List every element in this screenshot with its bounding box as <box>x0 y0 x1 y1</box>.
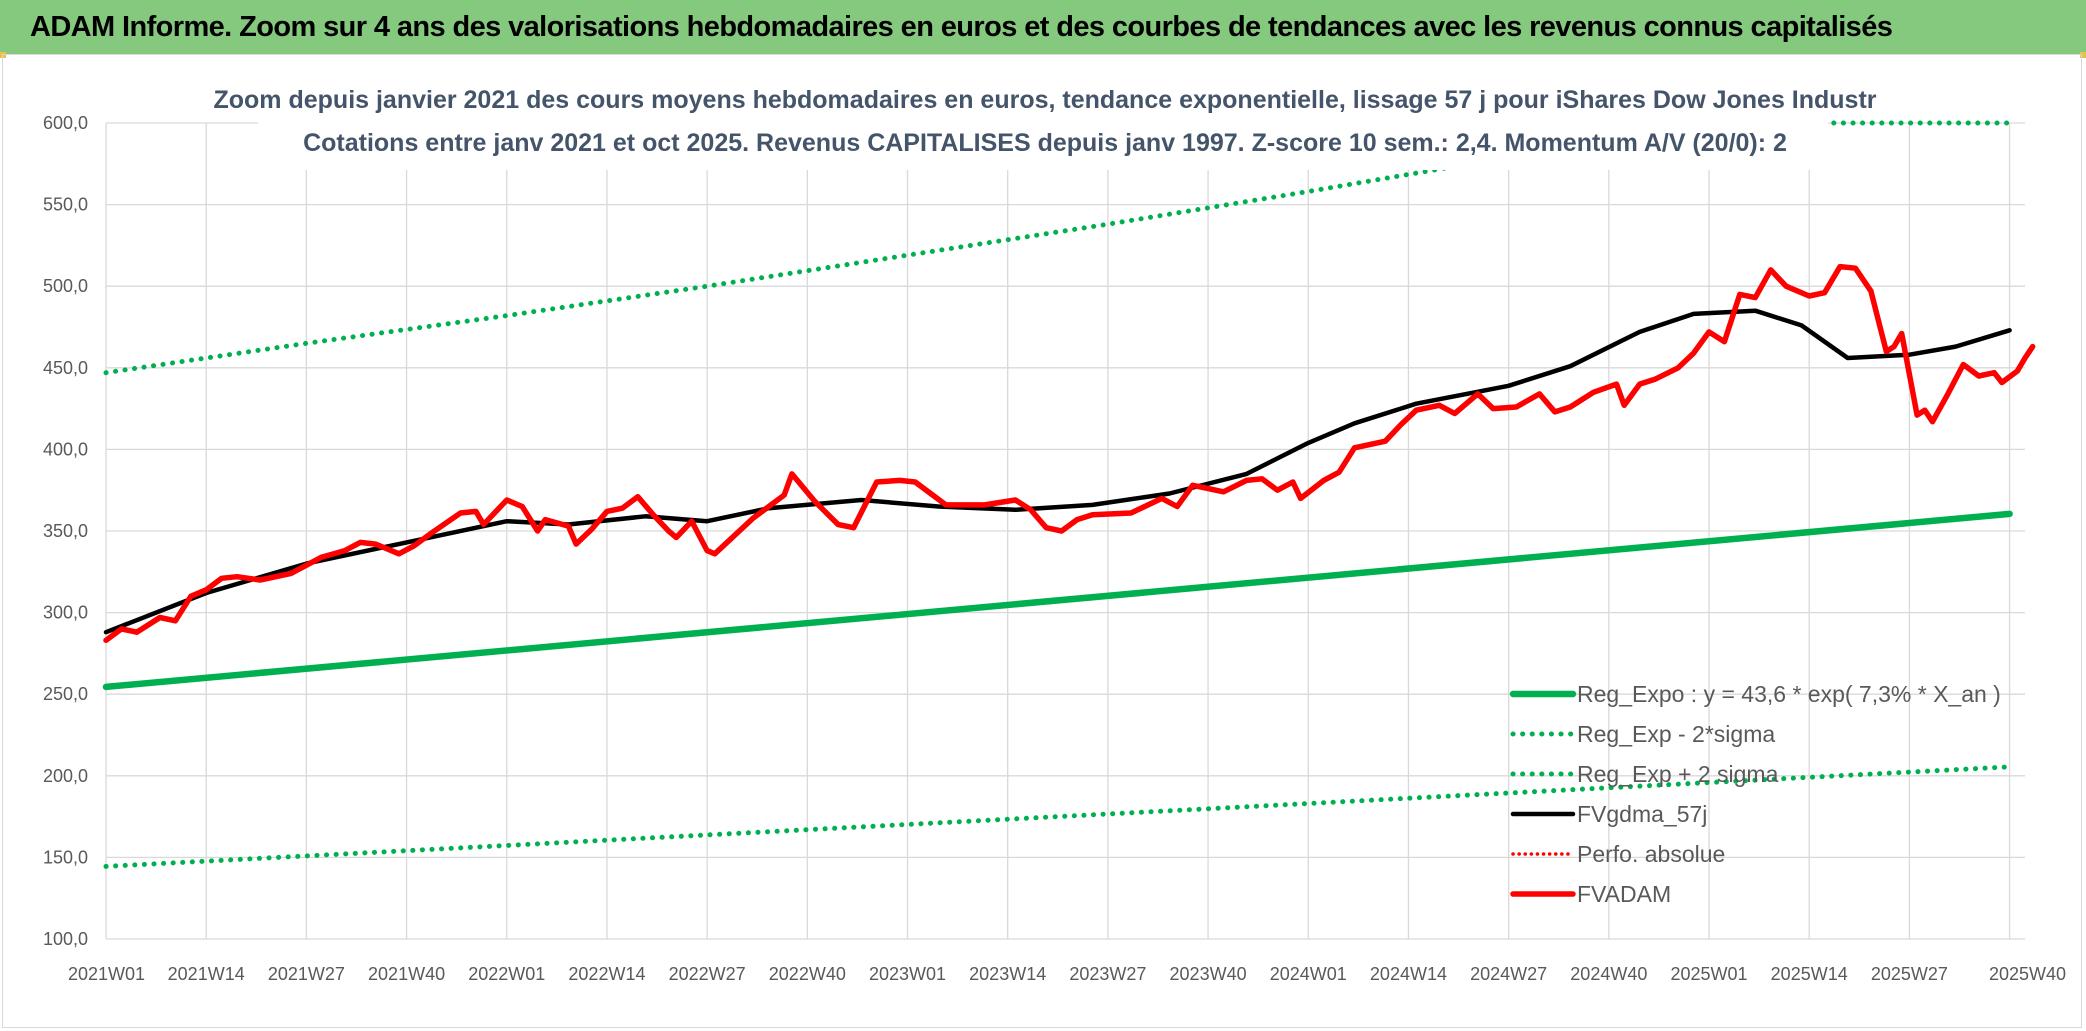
x-tick-label: 2024W14 <box>1370 964 1447 984</box>
legend-label: Reg_Exp - 2*sigma <box>1577 721 1775 747</box>
x-tick-label: 2022W14 <box>568 964 645 984</box>
y-tick-label: 450,0 <box>43 358 88 378</box>
y-tick-label: 200,0 <box>43 766 88 786</box>
x-tick-label: 2023W01 <box>869 964 946 984</box>
legend-reg-expo: Reg_Expo : y = 43,6 * exp( 7,3% * X_an ) <box>1509 681 2001 707</box>
legend-label: FVADAM <box>1577 881 1671 907</box>
y-tick-label: 500,0 <box>43 276 88 296</box>
x-tick-label: 2025W01 <box>1670 964 1747 984</box>
y-tick-label: 600,0 <box>43 113 88 133</box>
x-tick-label: 2022W40 <box>769 964 846 984</box>
series-layer <box>102 120 2036 869</box>
x-gridlines <box>105 123 2011 939</box>
report-banner: ADAM Informe. Zoom sur 4 ans des valoris… <box>0 0 2086 54</box>
x-tick-label: 2024W40 <box>1570 964 1647 984</box>
y-tick-label: 400,0 <box>43 439 88 459</box>
banner-corner-right <box>2080 52 2086 58</box>
y-tick-label: 300,0 <box>43 603 88 623</box>
x-tick-label: 2021W27 <box>268 964 345 984</box>
x-tick-label: 2023W27 <box>1069 964 1146 984</box>
y-axis-labels: 100,0 150,0 200,0 250,0 300,0 350,0 400,0 450,0… <box>43 113 88 949</box>
y-tick-label: 250,0 <box>43 684 88 704</box>
y-tick-label: 350,0 <box>43 521 88 541</box>
x-tick-label: 2022W01 <box>468 964 545 984</box>
y-tick-label: 100,0 <box>43 929 88 949</box>
legend-label: Reg_Exp + 2 sigma <box>1577 761 1779 787</box>
x-tick-label: 2021W14 <box>168 964 245 984</box>
legend-label: Reg_Expo : y = 43,6 * exp( 7,3% * X_an ) <box>1577 681 2001 707</box>
x-tick-label: 2022W27 <box>669 964 746 984</box>
x-tick-label: 2025W14 <box>1771 964 1848 984</box>
x-tick-label: 2023W14 <box>969 964 1046 984</box>
x-tick-label: 2025W27 <box>1871 964 1948 984</box>
chart-title-line2: Cotations entre janv 2021 et oct 2025. R… <box>303 129 1787 157</box>
legend-fvgdma-57j: FVgdma_57j <box>1510 801 1707 827</box>
reg-expo-line <box>102 510 2013 691</box>
legend-reg-exp-minus-2sigma: Reg_Exp - 2*sigma <box>1510 721 1775 747</box>
x-tick-label: 2021W40 <box>368 964 445 984</box>
legend-reg-exp-plus-2sigma: Reg_Exp + 2 sigma <box>1510 761 1779 787</box>
x-tick-label: 2021W01 <box>68 964 145 984</box>
report-title: ADAM Informe. Zoom sur 4 ans des valoris… <box>30 10 1893 43</box>
y-tick-label: 550,0 <box>43 195 88 215</box>
reg-exp-minus-2sigma-line <box>103 764 2013 869</box>
legend-label: FVgdma_57j <box>1577 801 1707 827</box>
legend: Reg_Expo : y = 43,6 * exp( 7,3% * X_an )… <box>1509 681 2001 907</box>
x-tick-label: 2025W40 <box>1989 964 2066 984</box>
fvgdma-57j-line <box>103 308 2012 635</box>
legend-label: Perfo. absolue <box>1577 841 1725 867</box>
title-background <box>258 82 1828 170</box>
x-tick-label: 2023W40 <box>1170 964 1247 984</box>
y-tick-label: 150,0 <box>43 847 88 867</box>
chart-frame <box>2 54 2082 1028</box>
chart-title-line1: Zoom depuis janvier 2021 des cours moyen… <box>213 86 1876 114</box>
legend-perfo-absolue: Perfo. absolue <box>1511 841 1725 867</box>
x-tick-label: 2024W27 <box>1470 964 1547 984</box>
fvadam-line <box>103 263 2036 644</box>
banner-corner-left <box>0 52 6 58</box>
reg-exp-plus-2sigma-line <box>103 120 2013 376</box>
legend-fvadam: FVADAM <box>1510 881 1671 907</box>
x-tick-label: 2024W01 <box>1270 964 1347 984</box>
x-axis-labels: 2021W01 2021W14 2021W27 2021W40 2022W01 2022W… <box>68 964 2066 984</box>
